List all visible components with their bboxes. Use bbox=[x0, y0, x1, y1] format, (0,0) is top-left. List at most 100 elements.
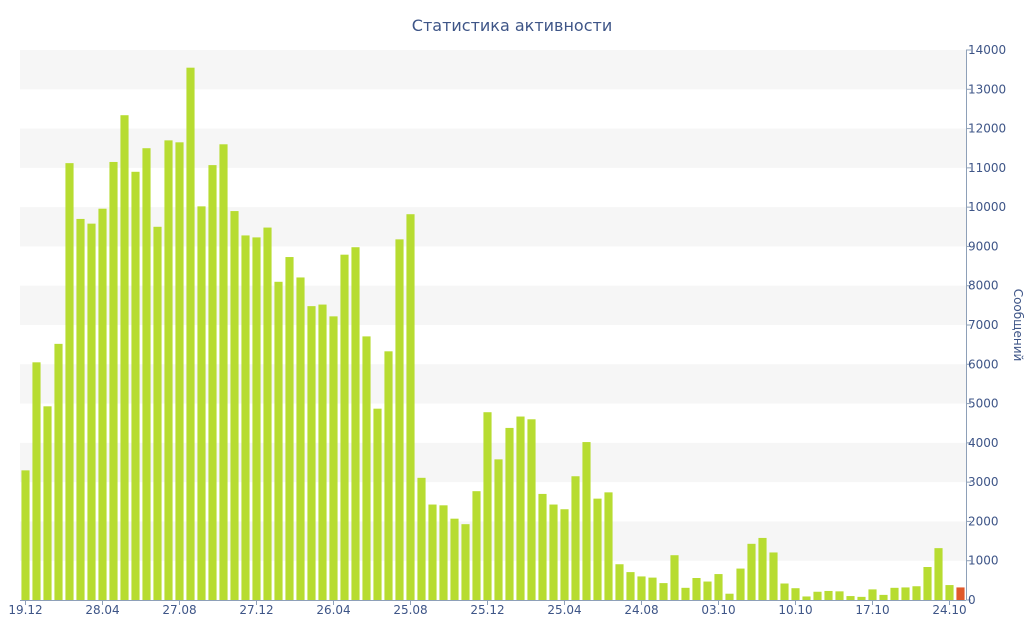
bar[interactable] bbox=[527, 419, 536, 600]
bar[interactable] bbox=[692, 578, 701, 600]
bar[interactable] bbox=[835, 591, 844, 600]
bar[interactable] bbox=[824, 590, 833, 600]
bar[interactable] bbox=[560, 509, 569, 600]
bar[interactable] bbox=[461, 524, 470, 600]
bar[interactable] bbox=[593, 498, 602, 600]
chart-title: Статистика активности bbox=[412, 16, 612, 35]
bar[interactable] bbox=[318, 304, 327, 600]
x-tick-label: 25.04 bbox=[547, 603, 581, 617]
bar[interactable] bbox=[351, 247, 360, 600]
y-tick-label: 2000 bbox=[968, 514, 999, 528]
bar[interactable] bbox=[626, 572, 635, 600]
bar[interactable] bbox=[164, 140, 173, 601]
bar[interactable] bbox=[32, 362, 41, 600]
bar[interactable] bbox=[21, 470, 30, 600]
bar[interactable] bbox=[890, 587, 899, 600]
bar[interactable] bbox=[549, 504, 558, 600]
bar[interactable] bbox=[868, 589, 877, 600]
bar[interactable] bbox=[65, 163, 74, 600]
bar[interactable] bbox=[802, 596, 811, 600]
bar[interactable] bbox=[934, 548, 943, 600]
bar[interactable] bbox=[637, 576, 646, 600]
bar[interactable] bbox=[153, 226, 162, 601]
bar[interactable] bbox=[43, 406, 52, 600]
bar[interactable] bbox=[659, 583, 668, 600]
bar[interactable] bbox=[384, 351, 393, 600]
x-tick-label: 27.08 bbox=[162, 603, 196, 617]
bar[interactable] bbox=[780, 583, 789, 601]
bar[interactable] bbox=[142, 148, 151, 600]
bar[interactable] bbox=[582, 442, 591, 600]
bar[interactable] bbox=[791, 588, 800, 600]
grid-band bbox=[20, 521, 966, 561]
bar[interactable] bbox=[274, 281, 283, 600]
bar[interactable] bbox=[648, 577, 657, 600]
bar[interactable] bbox=[131, 171, 140, 601]
bar[interactable] bbox=[879, 594, 888, 600]
bar[interactable] bbox=[956, 587, 965, 600]
x-tick-label: 25.12 bbox=[470, 603, 504, 617]
bar[interactable] bbox=[329, 316, 338, 600]
bar[interactable] bbox=[54, 343, 63, 600]
bar[interactable] bbox=[109, 161, 118, 600]
grid-band bbox=[20, 442, 966, 483]
bar[interactable] bbox=[373, 408, 382, 600]
x-tick-label: 24.10 bbox=[932, 603, 966, 617]
bar[interactable] bbox=[406, 214, 415, 600]
y-tick-label: 6000 bbox=[968, 357, 999, 371]
bar[interactable] bbox=[230, 211, 239, 600]
bar[interactable] bbox=[76, 218, 85, 600]
bar[interactable] bbox=[538, 493, 547, 600]
bar[interactable] bbox=[472, 491, 481, 600]
bar[interactable] bbox=[945, 585, 954, 600]
bar[interactable] bbox=[604, 492, 613, 600]
bar[interactable] bbox=[307, 306, 316, 600]
bar[interactable] bbox=[98, 208, 107, 600]
bar[interactable] bbox=[87, 223, 96, 600]
bar[interactable] bbox=[219, 144, 228, 601]
bar[interactable] bbox=[428, 504, 437, 600]
bar[interactable] bbox=[494, 459, 503, 600]
bar[interactable] bbox=[208, 165, 217, 601]
bar[interactable] bbox=[615, 564, 624, 600]
bar[interactable] bbox=[450, 518, 459, 600]
bar[interactable] bbox=[505, 427, 514, 600]
bar[interactable] bbox=[923, 567, 932, 600]
bar[interactable] bbox=[241, 235, 250, 600]
bar[interactable] bbox=[439, 505, 448, 600]
bar[interactable] bbox=[252, 237, 261, 600]
y-axis-label: Сообщений bbox=[1011, 289, 1024, 362]
bar[interactable] bbox=[681, 587, 690, 600]
bar[interactable] bbox=[725, 593, 734, 600]
bar[interactable] bbox=[395, 239, 404, 601]
bar[interactable] bbox=[417, 477, 426, 600]
bar[interactable] bbox=[846, 596, 855, 600]
bar[interactable] bbox=[758, 537, 767, 600]
bar[interactable] bbox=[483, 412, 492, 600]
bar[interactable] bbox=[901, 587, 910, 600]
bar[interactable] bbox=[714, 574, 723, 600]
bar[interactable] bbox=[670, 555, 679, 600]
bar[interactable] bbox=[120, 115, 129, 601]
bar[interactable] bbox=[703, 581, 712, 600]
bar[interactable] bbox=[197, 206, 206, 601]
bar[interactable] bbox=[263, 227, 272, 600]
bar[interactable] bbox=[340, 254, 349, 600]
bar[interactable] bbox=[296, 277, 305, 600]
bar[interactable] bbox=[285, 257, 294, 600]
bar[interactable] bbox=[362, 336, 371, 600]
bar[interactable] bbox=[186, 67, 195, 601]
y-tick-label: 9000 bbox=[968, 239, 999, 253]
grid-band bbox=[20, 50, 966, 90]
bar[interactable] bbox=[571, 476, 580, 600]
bar[interactable] bbox=[747, 543, 756, 600]
bar[interactable] bbox=[857, 596, 866, 600]
bar[interactable] bbox=[769, 552, 778, 600]
bar[interactable] bbox=[175, 142, 184, 600]
bar[interactable] bbox=[912, 586, 921, 600]
bar[interactable] bbox=[516, 416, 525, 600]
bar[interactable] bbox=[813, 591, 822, 600]
y-tick-label: 8000 bbox=[968, 279, 999, 293]
bar[interactable] bbox=[736, 568, 745, 600]
